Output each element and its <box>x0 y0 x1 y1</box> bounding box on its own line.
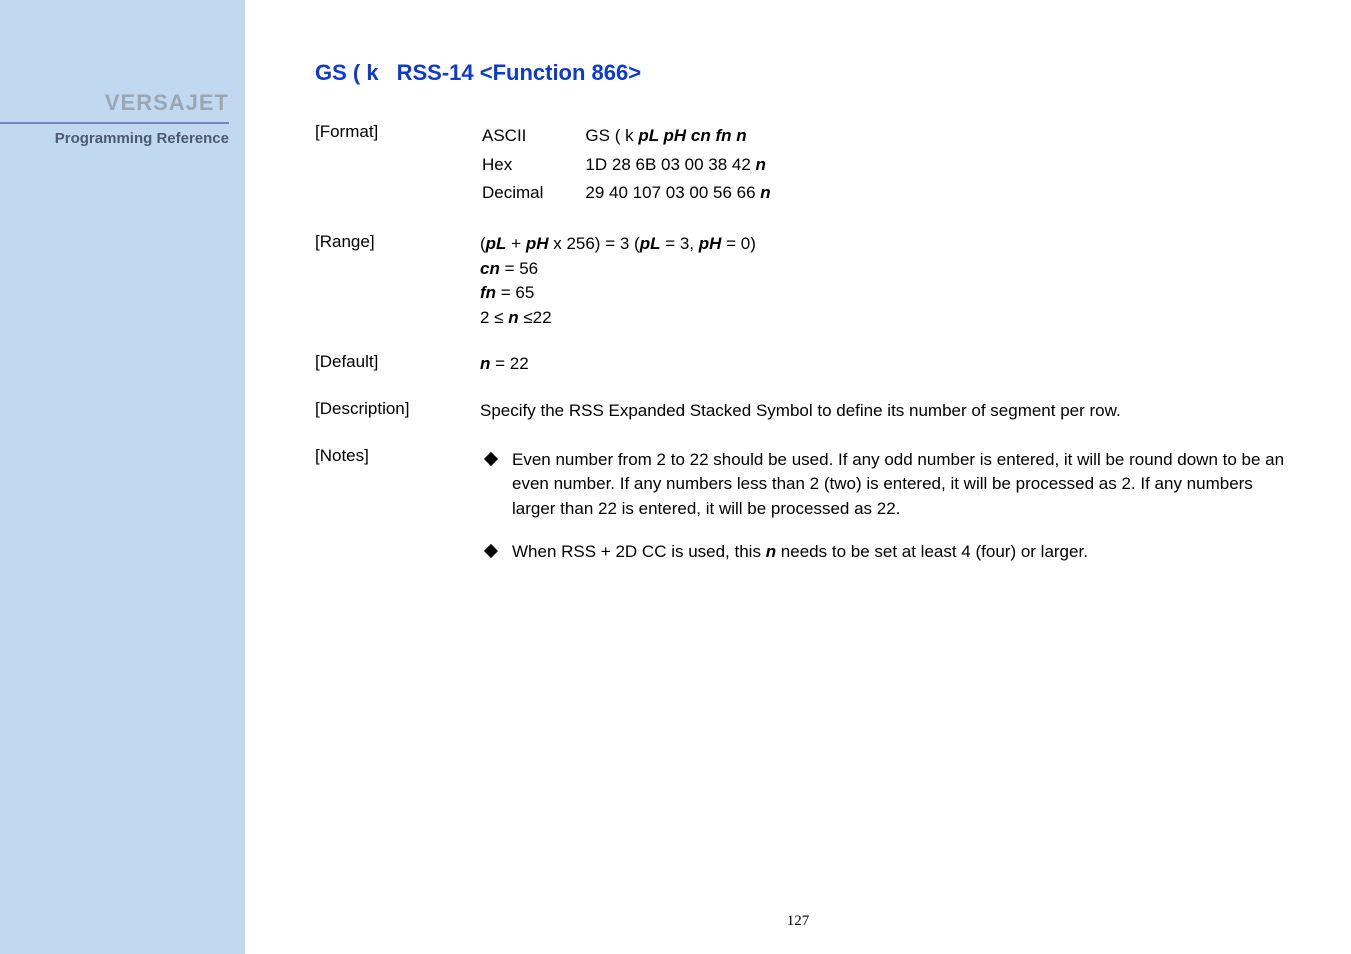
enc-value: 1D 28 6B 03 00 38 42 n <box>585 153 810 180</box>
list-item: Even number from 2 to 22 should be used.… <box>480 448 1291 522</box>
main-content: GS ( k RSS-14 <Function 866> [Format] ASC… <box>245 0 1351 954</box>
enc-name: ASCII <box>482 124 583 151</box>
description-section: [Description] Specify the RSS Expanded S… <box>315 399 1291 424</box>
format-table: ASCII GS ( k pL pH cn fn n Hex 1D 28 6B … <box>480 122 813 210</box>
enc-name: Hex <box>482 153 583 180</box>
notes-label: [Notes] <box>315 446 480 583</box>
range-line: 2 ≤ n ≤22 <box>480 306 756 331</box>
title-function: RSS-14 <Function 866> <box>397 60 642 85</box>
default-value: n = 22 <box>480 352 529 377</box>
range-label: [Range] <box>315 232 480 331</box>
range-line: (pL + pH x 256) = 3 (pL = 3, pH = 0) <box>480 232 756 257</box>
enc-value: 29 40 107 03 00 56 66 n <box>585 181 810 208</box>
description-label: [Description] <box>315 399 480 424</box>
format-label: [Format] <box>315 122 480 210</box>
range-line: fn = 65 <box>480 281 756 306</box>
format-section: [Format] ASCII GS ( k pL pH cn fn n Hex … <box>315 122 1291 210</box>
table-row: Hex 1D 28 6B 03 00 38 42 n <box>482 153 811 180</box>
diamond-icon <box>484 452 498 466</box>
sidebar: VERSAJET Programming Reference <box>0 0 245 954</box>
table-row: Decimal 29 40 107 03 00 56 66 n <box>482 181 811 208</box>
diamond-icon <box>484 544 498 558</box>
sidebar-divider <box>0 122 229 124</box>
description-text: Specify the RSS Expanded Stacked Symbol … <box>480 399 1121 424</box>
default-section: [Default] n = 22 <box>315 352 1291 377</box>
notes-section: [Notes] Even number from 2 to 22 should … <box>315 446 1291 583</box>
list-item: When RSS + 2D CC is used, this n needs t… <box>480 540 1291 565</box>
range-section: [Range] (pL + pH x 256) = 3 (pL = 3, pH … <box>315 232 1291 331</box>
enc-value: GS ( k pL pH cn fn n <box>585 124 810 151</box>
page-number: 127 <box>787 913 810 930</box>
range-line: cn = 56 <box>480 257 756 282</box>
default-label: [Default] <box>315 352 480 377</box>
doc-subtitle: Programming Reference <box>0 130 229 147</box>
page-title: GS ( k RSS-14 <Function 866> <box>315 60 1291 86</box>
product-name: VERSAJET <box>0 90 229 116</box>
title-command: GS ( k <box>315 60 379 85</box>
table-row: ASCII GS ( k pL pH cn fn n <box>482 124 811 151</box>
enc-name: Decimal <box>482 181 583 208</box>
